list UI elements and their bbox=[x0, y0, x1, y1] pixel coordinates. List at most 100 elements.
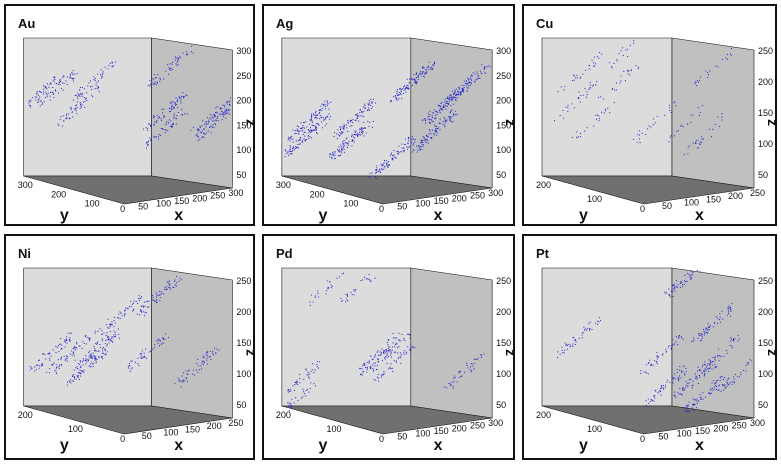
point bbox=[324, 125, 326, 127]
point bbox=[696, 398, 698, 400]
point bbox=[181, 109, 183, 110]
point bbox=[133, 309, 134, 311]
point bbox=[229, 100, 231, 102]
point bbox=[168, 108, 170, 110]
point bbox=[71, 354, 73, 356]
point bbox=[83, 343, 85, 344]
point bbox=[375, 170, 377, 172]
point bbox=[295, 382, 297, 383]
point bbox=[340, 144, 342, 146]
point bbox=[351, 145, 353, 147]
point bbox=[71, 350, 73, 352]
point bbox=[200, 131, 202, 133]
point bbox=[91, 94, 93, 96]
point bbox=[330, 153, 332, 155]
point bbox=[54, 370, 56, 372]
point bbox=[94, 350, 96, 352]
point bbox=[688, 401, 690, 403]
point bbox=[70, 332, 72, 334]
point bbox=[467, 83, 469, 85]
point bbox=[713, 322, 715, 324]
point bbox=[689, 278, 691, 280]
point bbox=[447, 97, 449, 99]
point bbox=[622, 54, 624, 56]
point bbox=[196, 363, 198, 365]
point bbox=[295, 140, 297, 142]
point bbox=[299, 139, 301, 141]
point bbox=[582, 332, 584, 334]
point bbox=[576, 77, 578, 79]
point bbox=[28, 100, 30, 102]
point bbox=[315, 111, 317, 113]
point bbox=[596, 118, 598, 120]
point bbox=[314, 296, 316, 298]
point bbox=[168, 67, 170, 69]
point bbox=[293, 390, 295, 391]
point bbox=[362, 279, 363, 281]
point bbox=[300, 122, 302, 124]
point bbox=[30, 99, 32, 101]
point bbox=[72, 74, 74, 76]
point bbox=[288, 410, 290, 412]
point bbox=[229, 104, 231, 106]
point bbox=[330, 287, 332, 289]
point bbox=[431, 137, 433, 139]
point bbox=[721, 384, 723, 385]
point bbox=[431, 119, 432, 121]
point bbox=[407, 146, 409, 148]
point bbox=[314, 112, 316, 114]
point bbox=[455, 97, 457, 99]
point bbox=[708, 371, 709, 372]
point bbox=[422, 73, 423, 75]
point bbox=[297, 383, 299, 385]
point bbox=[302, 125, 304, 126]
point bbox=[364, 364, 366, 366]
point bbox=[598, 57, 600, 59]
point bbox=[140, 310, 142, 312]
point bbox=[101, 356, 103, 358]
point bbox=[340, 154, 341, 156]
point bbox=[297, 147, 298, 149]
point bbox=[645, 400, 647, 402]
point bbox=[481, 64, 483, 66]
point bbox=[323, 117, 324, 119]
point bbox=[699, 79, 701, 81]
point bbox=[449, 112, 451, 114]
point bbox=[360, 374, 361, 376]
point bbox=[731, 303, 733, 305]
point bbox=[383, 350, 385, 352]
point bbox=[671, 347, 672, 349]
point bbox=[350, 291, 352, 293]
point bbox=[665, 348, 667, 350]
point bbox=[414, 141, 416, 143]
point bbox=[181, 279, 182, 281]
point bbox=[295, 147, 297, 148]
point bbox=[201, 368, 203, 370]
point bbox=[36, 93, 38, 95]
point bbox=[427, 115, 429, 117]
point bbox=[198, 129, 200, 131]
point bbox=[412, 144, 414, 146]
point bbox=[313, 129, 315, 131]
point bbox=[329, 118, 331, 120]
point bbox=[433, 134, 435, 136]
point bbox=[324, 118, 326, 120]
point bbox=[169, 280, 170, 282]
point bbox=[105, 339, 107, 341]
point bbox=[405, 87, 407, 89]
point bbox=[707, 323, 709, 325]
point bbox=[94, 357, 96, 359]
point bbox=[145, 348, 147, 350]
point bbox=[55, 368, 57, 370]
point bbox=[618, 53, 620, 55]
point bbox=[455, 94, 456, 96]
point bbox=[432, 116, 433, 118]
point bbox=[380, 163, 382, 165]
point bbox=[726, 386, 728, 387]
point bbox=[453, 113, 455, 115]
point bbox=[718, 384, 720, 386]
point bbox=[178, 380, 180, 382]
point bbox=[687, 385, 689, 387]
point bbox=[75, 378, 77, 380]
point bbox=[405, 86, 407, 88]
